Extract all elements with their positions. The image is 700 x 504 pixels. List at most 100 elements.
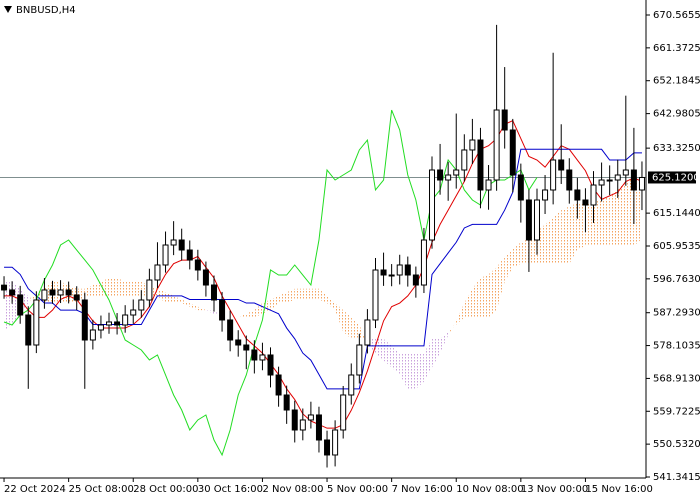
y-tick-label: 587.2930: [653, 308, 700, 319]
candle-body: [202, 269, 209, 286]
candle-body: [97, 324, 104, 331]
cloud-segment: [448, 320, 457, 336]
candle-body: [542, 189, 549, 201]
candle-body: [501, 109, 508, 131]
candle-body: [122, 314, 129, 326]
cloud-segment: [318, 288, 328, 304]
candle-body: [130, 309, 137, 316]
menu-triangle[interactable]: [4, 6, 12, 13]
candle-body: [9, 289, 16, 296]
candle-body: [332, 429, 339, 456]
x-tick-label: 10 Nov 08:00: [456, 484, 523, 495]
cloud-segment: [173, 295, 182, 304]
x-tick-label: 13 Nov 00:00: [521, 484, 588, 495]
cloud-segment: [577, 202, 586, 250]
candle-body: [251, 349, 258, 361]
cloud-segment: [181, 299, 190, 307]
candle-body: [267, 354, 274, 376]
candle-body: [275, 374, 282, 396]
candle-body: [380, 269, 387, 276]
cloud-segment: [585, 202, 594, 246]
candle-body: [33, 299, 40, 346]
candle-body: [493, 109, 500, 181]
cloud-segment: [286, 288, 295, 304]
candle-body: [630, 169, 637, 191]
cloud-segment: [52, 281, 61, 304]
cloud-segment: [625, 177, 634, 246]
candle-body: [404, 264, 411, 276]
candle-body: [614, 174, 621, 181]
candle-body: [558, 159, 565, 171]
current-price-box: [648, 171, 696, 184]
candle-body: [194, 259, 201, 271]
cloud-segment: [302, 288, 311, 300]
candle-body: [348, 374, 355, 396]
y-tick-label: 670.5655: [653, 10, 700, 21]
y-tick-label: 605.9535: [653, 241, 700, 252]
y-tick-label: 633.3250: [653, 143, 700, 154]
candle-body: [138, 299, 145, 311]
cloud-segment: [601, 195, 610, 246]
y-tick-label: 615.1440: [653, 208, 700, 219]
candle-body: [89, 329, 96, 341]
cloud-segment: [472, 278, 481, 318]
candle-body: [243, 344, 250, 351]
candle-body: [566, 169, 573, 191]
candle-body: [412, 274, 419, 286]
candle-body: [73, 294, 80, 301]
cloud-segment: [504, 249, 513, 282]
x-tick-label: 2 Nov 08:00: [262, 484, 323, 495]
candle-body: [1, 284, 8, 291]
y-tick-label: 541.3415: [653, 472, 700, 483]
cloud-segment: [440, 331, 449, 354]
cloud-segment: [310, 288, 319, 300]
candle-body: [485, 179, 492, 191]
candle-body: [154, 264, 161, 281]
cloud-segment: [60, 281, 69, 304]
candle-body: [106, 321, 113, 326]
candle-body: [509, 129, 516, 176]
cloud-segment: [270, 295, 279, 311]
cloud-segment: [553, 210, 562, 264]
cloud-segment: [100, 278, 110, 296]
cloud-segment: [561, 206, 570, 264]
cloud-segment: [520, 238, 529, 264]
candle-body: [235, 339, 242, 346]
cloud-segment: [189, 303, 198, 311]
cloud-segment: [617, 181, 626, 246]
candle-body: [477, 139, 484, 191]
y-tick-label: 661.3725: [653, 43, 700, 54]
cloud-segment: [633, 177, 642, 246]
candle-body: [65, 289, 72, 296]
candle-body: [315, 414, 322, 441]
candle-body: [186, 249, 193, 261]
cloud-segment: [593, 199, 602, 246]
x-tick-label: 7 Nov 16:00: [392, 484, 453, 495]
candle-body: [461, 149, 468, 171]
candle-body: [41, 289, 48, 301]
cloud-segment: [480, 274, 489, 318]
cloud-segment: [545, 217, 554, 264]
cloud-segment: [391, 345, 400, 375]
cloud-segment: [488, 267, 497, 318]
candle-body: [590, 184, 597, 206]
candle-body: [582, 199, 589, 206]
cloud-segment: [432, 338, 441, 368]
x-tick-label: 28 Oct 00:00: [133, 484, 198, 495]
indicator-line: [4, 120, 643, 429]
x-tick-label: 5 Nov 00:00: [327, 484, 388, 495]
candle-body: [574, 189, 581, 201]
cloud-segment: [84, 285, 93, 296]
cloud-segment: [125, 281, 134, 296]
cloud-segment: [496, 256, 505, 311]
cloud-segment: [399, 353, 408, 389]
cloud-segment: [92, 281, 101, 296]
cloud-segment: [327, 295, 336, 311]
cloud-segment: [512, 242, 521, 268]
y-tick-label: 642.9805: [653, 109, 700, 120]
cloud-segment: [197, 306, 206, 311]
